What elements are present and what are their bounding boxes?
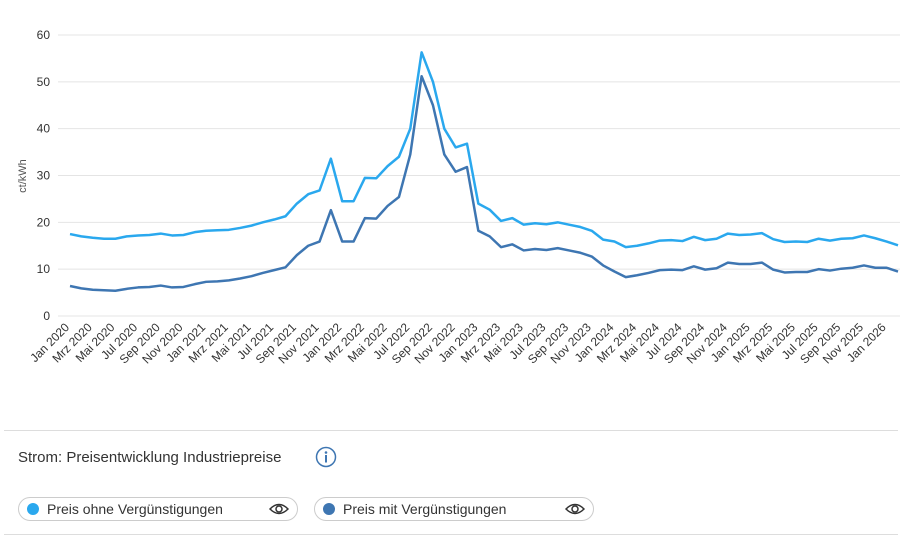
eye-icon[interactable] <box>269 502 289 516</box>
y-tick-label: 30 <box>37 169 51 183</box>
legend-label: Preis mit Vergünstigungen <box>343 501 507 517</box>
y-tick-label: 40 <box>37 122 51 136</box>
y-tick-label: 60 <box>37 28 51 42</box>
info-icon[interactable] <box>315 446 337 468</box>
legend-item[interactable]: Preis ohne Vergünstigungen <box>18 497 298 521</box>
legend-item[interactable]: Preis mit Vergünstigungen <box>314 497 594 521</box>
divider <box>4 430 898 431</box>
chart-title: Strom: Preisentwicklung Industriepreise <box>18 449 282 466</box>
y-axis-label: ct/kWh <box>17 159 29 193</box>
legend-label: Preis ohne Vergünstigungen <box>47 501 223 517</box>
legend-swatch <box>323 503 335 515</box>
eye-icon[interactable] <box>565 502 585 516</box>
line <box>69 51 899 249</box>
y-tick-label: 50 <box>37 75 51 89</box>
divider <box>4 534 898 535</box>
y-tick-label: 0 <box>43 309 50 323</box>
y-tick-label: 20 <box>37 215 51 229</box>
line <box>69 74 899 292</box>
y-tick-label: 10 <box>37 262 51 276</box>
legend-swatch <box>27 503 39 515</box>
